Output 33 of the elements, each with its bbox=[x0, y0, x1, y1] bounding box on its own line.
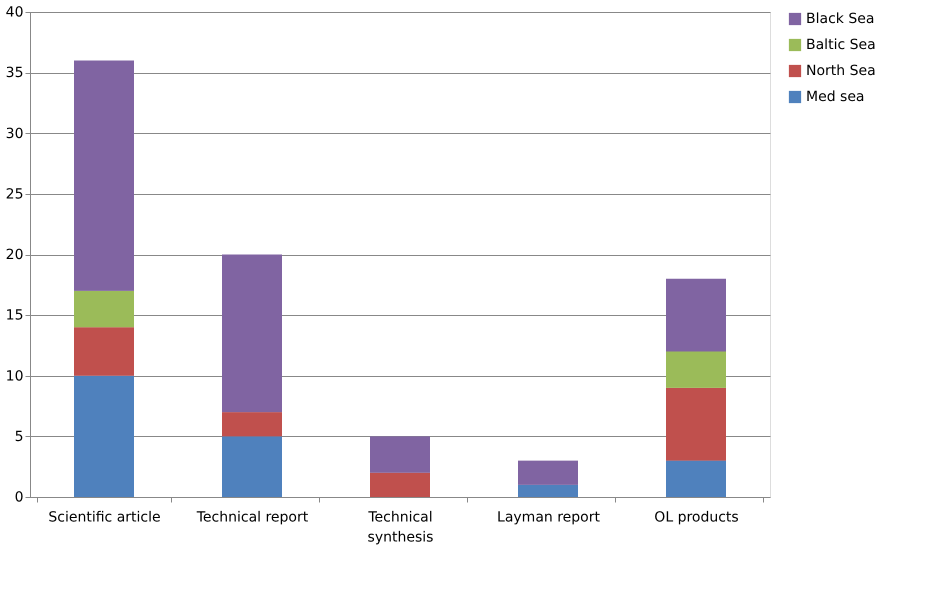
legend-label: North Sea bbox=[806, 63, 876, 79]
bar bbox=[370, 472, 430, 497]
bar bbox=[74, 376, 134, 497]
bar bbox=[222, 412, 282, 436]
y-tick-label: 5 bbox=[14, 428, 24, 445]
y-tick-label: 40 bbox=[6, 4, 24, 20]
x-tick-label: Technical report bbox=[196, 510, 309, 526]
bar bbox=[666, 352, 726, 388]
bar bbox=[666, 388, 726, 461]
y-tick-label: 35 bbox=[6, 65, 24, 82]
x-tick-label: Technical synthesis bbox=[367, 510, 434, 546]
y-tick-label: 0 bbox=[14, 490, 24, 506]
legend-label: Baltic Sea bbox=[806, 37, 876, 53]
y-tick-label: 25 bbox=[6, 186, 24, 202]
bar bbox=[518, 484, 578, 497]
legend-label: Med sea bbox=[806, 89, 865, 105]
bar bbox=[666, 278, 726, 352]
bar bbox=[666, 460, 726, 497]
y-tick-label: 30 bbox=[6, 126, 24, 142]
bar bbox=[74, 290, 134, 328]
legend-label: Black Sea bbox=[806, 11, 874, 27]
y-tick-label: 20 bbox=[6, 247, 24, 263]
bar bbox=[74, 60, 134, 291]
bar bbox=[370, 436, 430, 473]
bar bbox=[222, 254, 282, 412]
x-tick-label: Layman report bbox=[497, 510, 600, 526]
y-tick-label: 10 bbox=[6, 368, 24, 384]
bar bbox=[74, 327, 134, 376]
x-tick-label: OL products bbox=[654, 510, 739, 526]
y-tick-label: 15 bbox=[6, 308, 24, 324]
x-tick-label: Scientific article bbox=[48, 510, 161, 526]
bar bbox=[222, 436, 282, 497]
bar bbox=[518, 460, 578, 485]
